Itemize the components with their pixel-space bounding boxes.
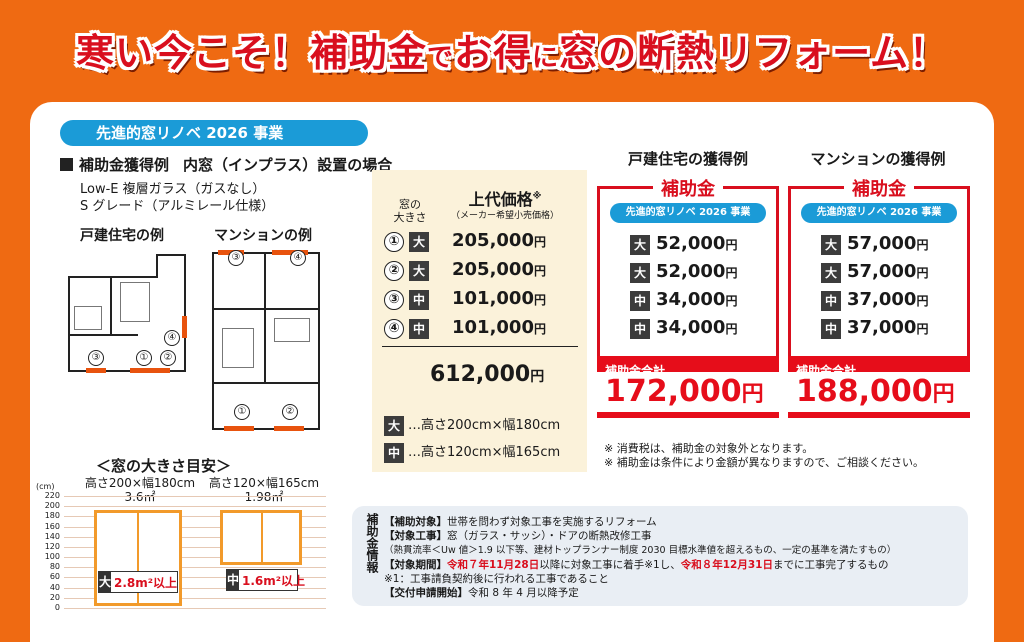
large-window-area: 3.6㎡ (124, 490, 156, 504)
scale-tick-label: 100 (44, 552, 60, 562)
mansion-floor-plan: ③ ④ ① ② (204, 248, 324, 434)
large-window-dimension: 高さ200×幅180cm (84, 476, 196, 490)
scale-tick-label: 140 (44, 531, 60, 541)
house-plan-label: 戸建住宅の例 (80, 228, 164, 244)
mansion-subsidy-row: 大 57,000円 (821, 261, 971, 285)
spec-line-2: S グレード（アルミレール仕様） (80, 199, 275, 214)
scale-tick-label: 220 (44, 491, 60, 500)
scale-gridline (64, 516, 326, 518)
mansion-subsidy-row: 中 37,000円 (821, 317, 971, 341)
scale-unit: (cm) (36, 482, 55, 491)
size-legend-medium: 中 …高さ120cm×幅165cm (384, 441, 560, 463)
large-size-tag: 大 2.8m²以上 (98, 571, 178, 593)
scale-gridline (64, 546, 326, 548)
program-pill: 先進的窓リノベ 2026 事業 (60, 120, 368, 146)
scale-tick-label: 0 (54, 603, 60, 612)
size-column-header: 窓の 大きさ (393, 198, 427, 224)
mansion-subsidy-header: 補助金 (844, 175, 914, 201)
mansion-subsidy-row: 中 37,000円 (821, 289, 971, 313)
house-program-pill: 先進的窓リノベ 2026 事業 (610, 203, 766, 223)
info-footnote: ※1：工事請負契約後に行われる工事であること (384, 573, 609, 585)
headline: 寒い今こそ！補助金でお得に窓の断熱リフォーム！ (76, 31, 948, 75)
scale-tick-label: 180 (44, 511, 60, 521)
info-work: 【対象工事】窓（ガラス・サッシ）・ドアの断熱改修工事 (384, 530, 652, 542)
mansion-column-title: マンションの獲得例 (810, 150, 946, 168)
house-subsidy-row: 大 52,000円 (630, 233, 780, 257)
price-total: 612,000円 (430, 362, 545, 387)
scale-gridline (64, 608, 326, 609)
scale-gridline (64, 587, 326, 589)
total-divider (382, 346, 578, 347)
scale-tick-label: 20 (49, 592, 60, 602)
subsidy-info-heading: 補助金情報 (365, 513, 379, 573)
house-column-title: 戸建住宅の獲得例 (627, 150, 748, 168)
house-subsidy-row: 中 34,000円 (630, 317, 780, 341)
scale-gridline (64, 567, 326, 569)
scale-gridline (64, 597, 326, 599)
size-scale: (cm) (34, 482, 330, 610)
medium-window-dimension: 高さ120×幅165cm (208, 476, 320, 490)
note-conditions: ※ 補助金は条件により金額が異なりますので、ご相談ください。 (604, 456, 925, 469)
scale-gridline (64, 496, 326, 497)
scale-gridline (64, 506, 326, 508)
house-subsidy-row: 中 34,000円 (630, 289, 780, 313)
scale-tick-label: 120 (44, 541, 60, 551)
medium-window-area: 1.98㎡ (244, 490, 284, 504)
spec-line-1: Low-E 複層ガラス（ガスなし） (80, 182, 266, 197)
square-bullet-icon (60, 158, 73, 171)
scale-gridline (64, 536, 326, 538)
price-column-header: 上代価格※ (468, 190, 542, 209)
scale-gridline (64, 557, 326, 559)
house-subsidy-total: 補助金合計 172,000円 (597, 356, 779, 418)
medium-window-drawing (220, 510, 302, 565)
house-subsidy-header: 補助金 (653, 175, 723, 201)
size-legend-large: 大 …高さ200cm×幅180cm (384, 414, 560, 436)
mansion-plan-label: マンションの例 (214, 228, 312, 244)
info-period: 【対象期間】令和７年11月28日以降に対象工事に着手※1し、令和８年12月31日… (384, 559, 889, 571)
note-tax: ※ 消費税は、補助金の対象外となります。 (604, 442, 814, 455)
medium-size-tag: 中 1.6m²以上 (226, 569, 305, 591)
scale-tick-label: 60 (49, 572, 60, 582)
mansion-subsidy-row: 大 57,000円 (821, 233, 971, 257)
scale-gridline (64, 577, 326, 579)
scale-tick-label: 40 (49, 582, 60, 592)
house-subsidy-row: 大 52,000円 (630, 261, 780, 285)
scale-tick-label: 80 (49, 562, 60, 572)
subsidy-info-box (352, 506, 968, 606)
mansion-subsidy-total: 補助金合計 188,000円 (788, 356, 970, 418)
price-column-subheader: （メーカー希望小売価格） (450, 211, 559, 221)
scale-tick-label: 160 (44, 521, 60, 531)
price-panel (372, 170, 587, 472)
scale-tick-label: 200 (44, 501, 60, 511)
info-target: 【補助対象】世帯を問わず対象工事を実施するリフォーム (384, 516, 657, 528)
house-floor-plan: ③ ① ② ④ (60, 246, 190, 376)
info-apply: 【交付申請開始】令和 8 年 4 月以降予定 (384, 587, 579, 599)
scale-gridline (64, 526, 326, 528)
section-title: 補助金獲得例 内窓（インプラス）設置の場合 (60, 154, 392, 175)
window-size-title: ＜窓の大きさ目安＞ (96, 457, 232, 475)
info-work-detail: （熱貫流率＜Uw 値＞1.9 以下等、建材トップランナー制度 2030 目標水準… (384, 545, 897, 556)
mansion-program-pill: 先進的窓リノベ 2026 事業 (801, 203, 957, 223)
